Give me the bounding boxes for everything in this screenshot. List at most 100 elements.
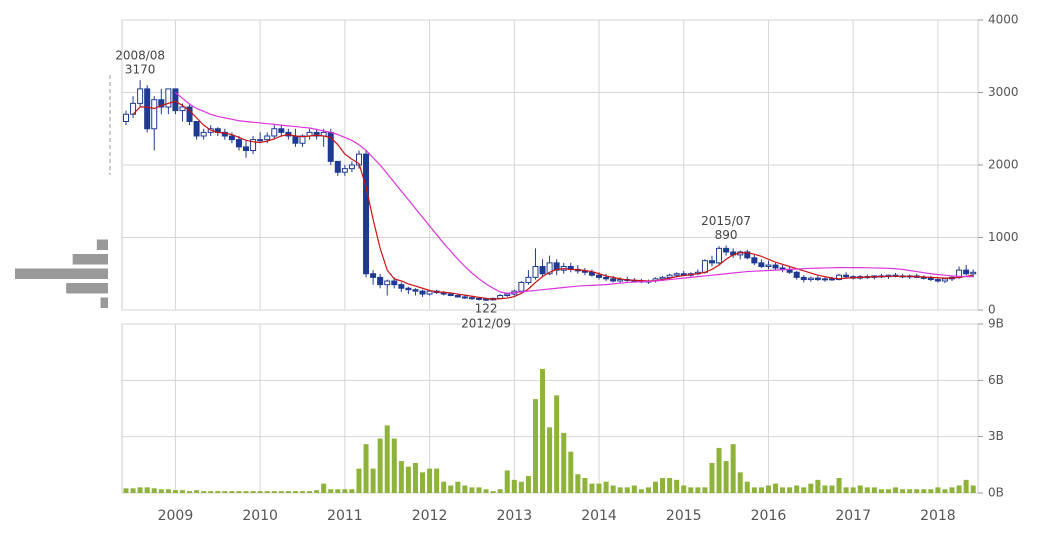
candle-body xyxy=(419,290,426,295)
candle-body xyxy=(927,277,934,281)
volume-bar xyxy=(653,481,658,493)
volume-bar xyxy=(476,487,482,493)
volume-bar xyxy=(377,438,383,493)
volume-bar xyxy=(674,479,680,493)
candle-body xyxy=(539,266,546,275)
volume-bar xyxy=(561,432,567,493)
annotation-value: 122 xyxy=(475,302,498,316)
volume-bar xyxy=(292,491,298,493)
volume-bar xyxy=(836,477,842,493)
volume-bar xyxy=(236,491,242,493)
volume-bar xyxy=(737,472,743,493)
volume-bar xyxy=(645,487,651,493)
volume-profile-bar xyxy=(66,283,108,294)
candle-body xyxy=(765,264,772,267)
volume-bar xyxy=(765,485,771,493)
volume-bar xyxy=(780,487,786,493)
volume-bar xyxy=(314,490,320,493)
volume-bar xyxy=(151,488,157,493)
volume-bar xyxy=(942,489,948,493)
annotation-date: 2012/09 xyxy=(461,317,511,331)
volume-bar xyxy=(907,489,913,493)
volume-bar xyxy=(850,487,856,493)
volume-bar xyxy=(363,444,369,493)
volume-bar xyxy=(137,487,143,493)
volume-bar xyxy=(751,487,757,493)
volume-bar xyxy=(610,485,616,493)
volume-bar xyxy=(349,489,355,493)
candle-body xyxy=(546,262,553,275)
y-tick-label: 0 xyxy=(988,303,996,317)
candle-body xyxy=(341,168,348,173)
candle-body xyxy=(313,131,320,137)
candle-body xyxy=(843,274,850,278)
volume-bar xyxy=(215,491,221,493)
candle-body xyxy=(772,264,779,269)
volume-bar xyxy=(631,485,637,493)
volume-bar xyxy=(871,487,877,493)
volume-bar xyxy=(187,491,193,493)
x-tick-label: 2013 xyxy=(496,508,532,524)
volume-bar xyxy=(229,491,235,493)
candle-body xyxy=(228,135,235,141)
x-tick-label: 2014 xyxy=(581,508,617,524)
candle-body xyxy=(603,276,610,280)
volume-bar xyxy=(398,461,404,493)
volume-bar xyxy=(307,491,313,493)
candle-body xyxy=(454,295,461,298)
candle-body xyxy=(257,139,264,142)
x-tick-label: 2010 xyxy=(242,508,278,524)
volume-bar xyxy=(222,491,228,493)
volume-bar xyxy=(547,427,553,493)
candle-body xyxy=(970,271,977,275)
volume-bar xyxy=(321,483,327,493)
candle-body xyxy=(793,271,800,278)
volume-bar xyxy=(250,491,256,493)
candle-body xyxy=(461,296,468,299)
volume-bar xyxy=(172,490,178,493)
candle-body xyxy=(497,295,504,299)
volume-bar xyxy=(285,491,291,493)
candle-body xyxy=(504,293,511,296)
volume-bar xyxy=(801,487,807,493)
volume-bar xyxy=(963,479,969,493)
volume-bar xyxy=(532,399,538,493)
volume-bar xyxy=(730,444,736,493)
candle-body xyxy=(384,280,391,286)
y-tick-label: 4000 xyxy=(988,13,1019,27)
volume-bar xyxy=(271,491,277,493)
volume-bar xyxy=(356,468,362,493)
moving-average-line xyxy=(175,92,974,294)
volume-profile-bar xyxy=(72,254,108,265)
volume-bar xyxy=(596,483,602,493)
volume-bar xyxy=(123,488,129,493)
volume-profile-bar xyxy=(15,268,108,279)
annotation-date: 2008/08 xyxy=(115,49,165,63)
volume-bar xyxy=(709,462,715,493)
volume-bar xyxy=(469,487,475,493)
volume-bar xyxy=(843,487,849,493)
volume-bar xyxy=(179,490,185,493)
x-tick-label: 2017 xyxy=(835,508,871,524)
volume-bar xyxy=(794,485,800,493)
volume-bar xyxy=(603,481,609,493)
volume-bar xyxy=(970,485,976,493)
candle-body xyxy=(468,297,475,300)
candle-body xyxy=(123,113,129,122)
candle-body xyxy=(426,290,433,295)
volume-profile-bar xyxy=(100,297,108,308)
volume-bar xyxy=(490,491,496,493)
volume-bar xyxy=(773,483,779,493)
volume-bar xyxy=(511,479,517,493)
candle-body xyxy=(617,279,624,282)
candle-body xyxy=(963,269,970,275)
volume-bar xyxy=(208,491,214,493)
y-tick-label: 0B xyxy=(988,486,1004,500)
candle-body xyxy=(165,88,172,108)
x-tick-label: 2016 xyxy=(751,508,787,524)
candle-body xyxy=(941,278,948,282)
volume-bar xyxy=(822,485,828,493)
candle-body xyxy=(483,298,490,301)
volume-bar xyxy=(434,468,440,493)
candle-body xyxy=(292,135,299,144)
